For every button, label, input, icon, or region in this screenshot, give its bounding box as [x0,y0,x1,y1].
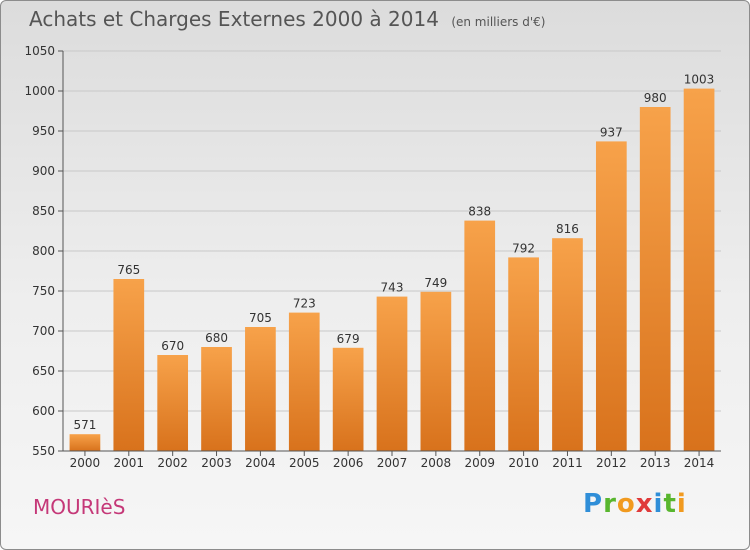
bar-value-label: 838 [468,205,491,219]
bar-value-label: 679 [337,332,360,346]
y-tick-label: 700 [32,324,55,338]
y-tick-label: 750 [32,284,55,298]
y-tick-label: 950 [32,124,55,138]
bar-value-label: 743 [381,281,404,295]
y-tick-label: 600 [32,404,55,418]
x-tick-label: 2008 [421,456,452,470]
x-tick-label: 2000 [70,456,101,470]
bar [595,141,627,451]
proxiti-logo: Proxiti [583,489,687,519]
x-tick-label: 2004 [245,456,276,470]
x-tick-label: 2010 [508,456,539,470]
bar [69,434,101,451]
bar-value-label: 571 [73,418,96,432]
bar-value-label: 723 [293,297,316,311]
bar [683,88,715,451]
logo-letter: r [603,489,617,519]
x-tick-label: 2009 [464,456,495,470]
y-tick-label: 850 [32,204,55,218]
bar-value-label: 816 [556,222,579,236]
bar [639,107,671,451]
x-tick-label: 2003 [201,456,232,470]
bar-value-label: 1003 [684,73,715,87]
logo-letter: x [635,489,654,519]
bar-value-label: 765 [117,263,140,277]
bar [420,291,452,451]
bar-value-label: 792 [512,241,535,255]
bar-value-label: 670 [161,339,184,353]
x-tick-label: 2012 [596,456,627,470]
y-tick-label: 800 [32,244,55,258]
bar-value-label: 980 [644,91,667,105]
y-tick-label: 900 [32,164,55,178]
chart-subtitle: (en milliers d'€) [451,15,546,29]
logo-letter: o [616,489,636,519]
x-tick-label: 2013 [640,456,671,470]
bar [332,347,364,451]
x-tick-label: 2001 [114,456,145,470]
bar [376,296,408,451]
bar-value-label: 680 [205,331,228,345]
bar-value-label: 705 [249,311,272,325]
chart-title: Achats et Charges Externes 2000 à 2014 (… [29,7,545,31]
bar [245,327,276,451]
y-tick-label: 1050 [24,44,55,58]
logo-letter: P [583,489,604,519]
y-tick-label: 550 [32,444,55,458]
y-tick-label: 1000 [24,84,55,98]
bar [113,279,145,451]
bar-value-label: 937 [600,125,623,139]
x-tick-label: 2014 [684,456,715,470]
chart-title-text: Achats et Charges Externes 2000 à 2014 [29,7,439,31]
commune-name: MOURIèS [33,495,126,519]
logo-letter: t [663,489,677,519]
bar [552,238,583,451]
bar-value-label: 749 [424,276,447,290]
logo-letter: i [653,489,664,519]
x-tick-label: 2002 [157,456,188,470]
x-tick-label: 2011 [552,456,583,470]
x-tick-label: 2007 [377,456,408,470]
bar [508,257,539,451]
bar [157,355,189,451]
x-tick-label: 2005 [289,456,320,470]
logo-letter: i [676,489,687,519]
y-tick-label: 650 [32,364,55,378]
bar [464,220,496,451]
x-tick-label: 2006 [333,456,364,470]
bar [201,347,232,451]
bar [288,312,320,451]
